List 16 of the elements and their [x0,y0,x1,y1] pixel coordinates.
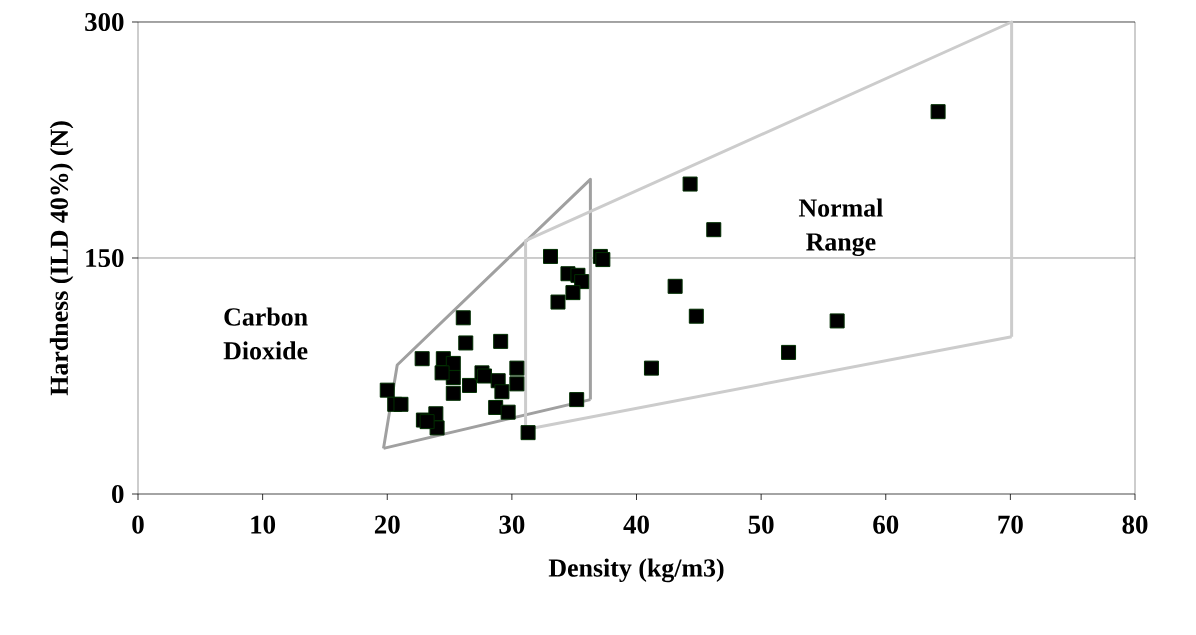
y-tick-label: 150 [86,248,124,268]
x-tick-label: 70 [998,515,1023,534]
y-tick-label: 0 [112,484,124,504]
x-tick-label: 80 [1122,515,1148,534]
annotation: Normal Range [798,198,883,257]
x-tick-label: 20 [374,515,400,534]
y-axis-title: Hardness (ILD 40%) (N) [49,121,74,396]
x-tick-label: 0 [132,515,144,534]
x-tick-label: 30 [499,515,525,534]
x-tick-label: 10 [251,515,276,534]
annotation: Carbon Dioxide [223,307,308,360]
y-tick-label: 300 [85,12,124,32]
x-tick-label: 40 [623,515,649,534]
x-tick-label: 50 [748,515,774,534]
x-tick-label: 60 [873,515,899,534]
x-axis-title: Density (kg/m3) [548,558,724,583]
